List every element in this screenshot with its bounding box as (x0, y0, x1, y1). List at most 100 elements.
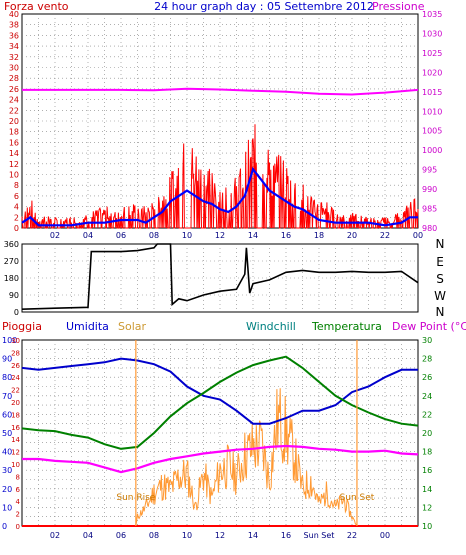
compass-label: N (436, 305, 445, 319)
humidity-y-tick: 60 (2, 410, 12, 419)
rain-y-tick: 6 (16, 486, 21, 494)
rain-y-tick: 12 (11, 449, 20, 457)
temp-y-tick: 26 (422, 373, 432, 382)
header-title: 24 hour graph day : 05 Settembre 2012 (154, 0, 374, 13)
wind-y-tick: 34 (9, 42, 19, 51)
temp-y-tick: 20 (422, 429, 432, 438)
wind-y-tick: 8 (14, 181, 19, 190)
pressure-y-tick: 980 (422, 224, 437, 233)
direction-y-tick: 0 (14, 308, 19, 317)
rain-y-tick: 4 (16, 498, 21, 506)
wind-y-tick: 2 (14, 213, 19, 222)
temp-x-tick: 12 (215, 531, 225, 540)
humidity-y-tick: 80 (2, 373, 12, 382)
wind-x-tick: 06 (116, 231, 126, 240)
wind-y-tick: 0 (14, 224, 19, 233)
pressure-line (22, 87, 419, 96)
temp-y-tick: 14 (422, 485, 432, 494)
label-solar: Solar (118, 320, 147, 333)
rain-y-tick: 28 (11, 349, 20, 357)
pressure-y-tick: 1005 (422, 127, 442, 136)
sun-marker-label: Sun Set (340, 493, 375, 503)
pressure-y-tick: 1025 (422, 49, 442, 58)
wind-x-tick: 18 (314, 231, 324, 240)
sun-marker-label: Sun Rise (116, 493, 155, 503)
wind-x-tick: 00 (413, 231, 423, 240)
pressure-y-tick: 995 (422, 166, 437, 175)
temp-x-tick: 08 (149, 531, 159, 540)
wind-y-tick: 36 (9, 31, 19, 40)
pressure-y-tick: 1035 (422, 10, 442, 19)
humidity-y-tick: 50 (2, 429, 12, 438)
temp-y-tick: 24 (422, 392, 432, 401)
rain-y-tick: 16 (11, 424, 20, 432)
rain-y-tick: 22 (11, 387, 20, 395)
temp-x-tick: 06 (116, 531, 126, 540)
wind-y-tick: 20 (9, 117, 19, 126)
pressure-y-tick: 1030 (422, 29, 442, 38)
temperature-line (21, 355, 419, 450)
header-right-label: Pressione (372, 0, 425, 13)
compass-label: E (436, 255, 444, 269)
wind-y-tick: 30 (9, 64, 19, 73)
rain-y-tick: 10 (11, 461, 20, 469)
wind-y-tick: 14 (9, 149, 19, 158)
rain-y-tick: 20 (11, 399, 20, 407)
humidity-y-tick: 40 (2, 448, 12, 457)
label-windchill: Windchill (246, 320, 296, 333)
rain-y-tick: 26 (11, 362, 20, 370)
temp-y-tick: 16 (422, 466, 432, 475)
temp-x-tick: 02 (50, 531, 60, 540)
rain-y-tick: 24 (11, 374, 20, 382)
temp-x-tick: 04 (83, 531, 93, 540)
pressure-y-tick: 990 (422, 185, 437, 194)
wind-x-tick: 22 (380, 231, 390, 240)
wind-y-tick: 16 (9, 138, 19, 147)
wind-y-tick: 10 (9, 171, 19, 180)
compass-label: S (436, 272, 444, 286)
rain-y-tick: 8 (16, 473, 20, 481)
pressure-y-tick: 1000 (422, 146, 442, 155)
wind-y-tick: 18 (9, 128, 19, 137)
rain-y-tick: 2 (16, 511, 20, 519)
wind-x-tick: 08 (149, 231, 159, 240)
wind-avg-line (21, 166, 418, 227)
temp-x-tick: 14 (248, 531, 258, 540)
temp-x-tick: 16 (281, 531, 291, 540)
wind-y-tick: 40 (9, 10, 19, 19)
temp-y-tick: 10 (422, 522, 432, 531)
temperature-humidity-panel: 0102030405060708090100024681012141618202… (2, 336, 432, 540)
temp-y-tick: 28 (422, 355, 432, 364)
rain-y-tick: 0 (16, 523, 20, 531)
header-left-label: Forza vento (4, 0, 69, 13)
temp-y-tick: 30 (422, 336, 432, 345)
humidity-y-tick: 70 (2, 392, 12, 401)
direction-y-tick: 360 (4, 240, 19, 249)
direction-line (21, 243, 419, 310)
humidity-line (21, 357, 418, 425)
temp-x-tick: 10 (182, 531, 192, 540)
wind-y-tick: 28 (9, 74, 19, 83)
dewpoint-line (22, 444, 419, 474)
wind-gust-line (21, 124, 419, 229)
pressure-y-tick: 1015 (422, 88, 442, 97)
temp-y-tick: 18 (422, 448, 432, 457)
wind-y-tick: 32 (9, 53, 19, 62)
wind-pressure-panel: 0246810121416182022242628303234363840980… (9, 10, 443, 240)
label-dewpoint: Dew Point (°C) (392, 320, 466, 333)
wind-y-tick: 26 (9, 85, 19, 94)
wind-y-tick: 12 (9, 160, 19, 169)
pressure-y-tick: 1010 (422, 107, 442, 116)
direction-y-tick: 180 (4, 274, 19, 283)
wind-y-tick: 38 (9, 21, 19, 30)
label-pioggia: Pioggia (2, 320, 42, 333)
temp-x-tick: 00 (380, 531, 390, 540)
pressure-y-tick: 985 (422, 205, 437, 214)
humidity-y-tick: 30 (2, 466, 12, 475)
wind-x-tick: 02 (50, 231, 60, 240)
wind-y-tick: 4 (14, 203, 19, 212)
temp-y-tick: 22 (422, 410, 432, 419)
temp-x-tick: 22 (347, 531, 357, 540)
